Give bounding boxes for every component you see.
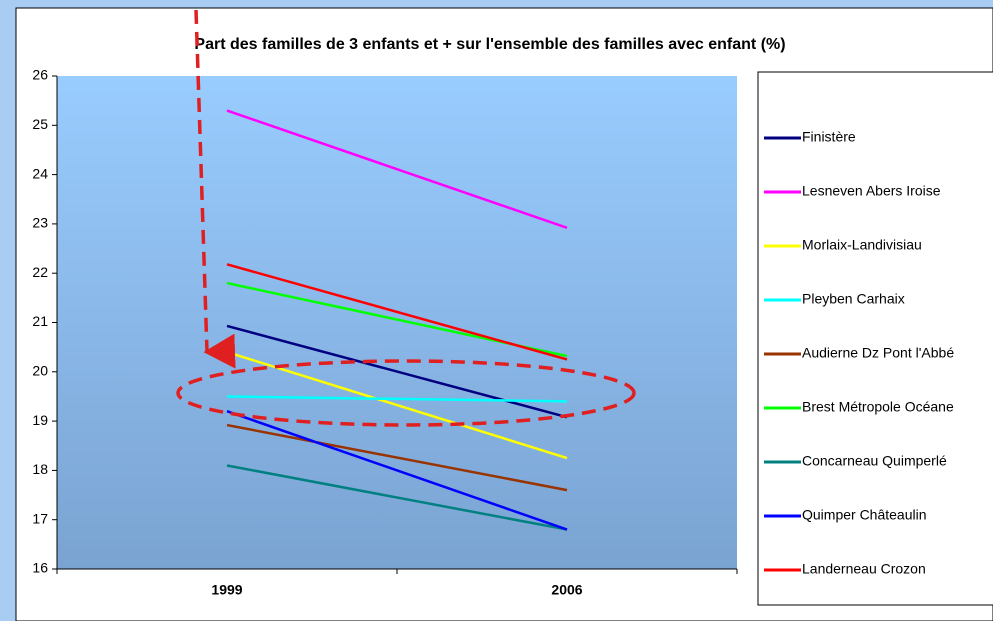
legend-label: Concarneau Quimperlé xyxy=(802,453,947,469)
legend-label: Landerneau Crozon xyxy=(802,561,926,577)
y-tick-label: 23 xyxy=(32,215,48,231)
legend-label: Morlaix-Landivisiau xyxy=(802,237,922,253)
series-line xyxy=(226,324,568,419)
series-line xyxy=(226,395,568,403)
legend-label: Audierne Dz Pont l'Abbé xyxy=(802,345,954,361)
plot-area xyxy=(57,76,737,569)
y-tick-label: 26 xyxy=(32,67,48,83)
series-line xyxy=(226,109,568,230)
x-tick-label: 2006 xyxy=(551,582,582,598)
series-line xyxy=(226,263,568,361)
series-line xyxy=(226,423,568,492)
y-tick-label: 22 xyxy=(32,264,48,280)
y-tick-label: 17 xyxy=(32,510,48,526)
y-tick-label: 24 xyxy=(32,165,48,181)
legend-label: Quimper Châteaulin xyxy=(802,507,927,523)
x-tick-label: 1999 xyxy=(211,582,242,598)
legend xyxy=(757,71,993,606)
chart-title: Part des familles de 3 enfants et + sur … xyxy=(194,36,785,53)
y-tick-label: 21 xyxy=(32,313,48,329)
series-line xyxy=(226,464,568,531)
legend-label: Lesneven Abers Iroise xyxy=(802,183,941,199)
series-line xyxy=(226,410,568,531)
legend-label: Brest Métropole Océane xyxy=(802,399,954,415)
y-tick-label: 25 xyxy=(32,116,48,132)
legend-label: Finistère xyxy=(802,129,856,145)
y-tick-label: 19 xyxy=(32,412,48,428)
series-line xyxy=(226,350,568,460)
y-tick-label: 18 xyxy=(32,461,48,477)
plot: 16 17 18 19 20 21 22 23 24 25 26 1999 2006 xyxy=(32,67,738,598)
annotation-ellipse xyxy=(176,359,636,427)
y-tick-label: 20 xyxy=(32,363,48,379)
y-tick-label: 16 xyxy=(32,560,48,576)
legend-label: Pleyben Carhaix xyxy=(802,291,905,307)
annotation-arrow xyxy=(194,9,236,369)
